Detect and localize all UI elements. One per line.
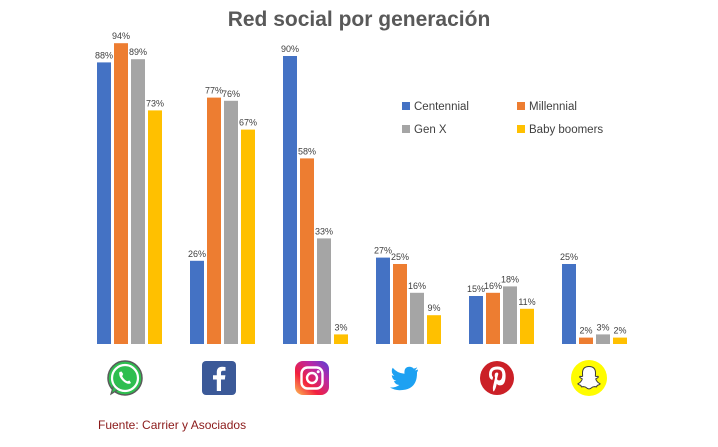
pinterest-icon [477, 358, 517, 398]
legend-label: Centennial [414, 101, 469, 113]
bar-twitter-centennial [376, 257, 390, 344]
source-note: Fuente: Carrier y Asociados [98, 418, 247, 432]
facebook-icon [199, 358, 239, 398]
legend-label: Baby boomers [529, 124, 603, 136]
data-label: 33% [315, 226, 333, 236]
bar-instagram-millennial [300, 158, 314, 344]
bar-facebook-centennial [190, 260, 204, 344]
data-label: 3% [334, 322, 347, 332]
data-label: 67% [239, 118, 257, 128]
snapchat-icon [569, 358, 609, 398]
chart-title: Red social por generación [227, 8, 491, 31]
bars-group [97, 43, 627, 345]
twitter-icon [384, 358, 424, 398]
data-labels-group: 88%94%89%73%26%77%76%67%90%58%33%3%27%25… [95, 31, 627, 335]
bar-facebook-baby-boomers [241, 129, 255, 344]
data-label: 9% [427, 303, 440, 313]
data-label: 15% [467, 284, 485, 294]
data-label: 16% [408, 281, 426, 291]
legend-label: Millennial [529, 101, 577, 113]
bar-snapchat-baby-boomers [613, 337, 627, 344]
bar-instagram-centennial [283, 56, 297, 344]
legend-swatch [402, 102, 410, 110]
data-label: 77% [205, 86, 223, 96]
data-label: 18% [501, 274, 519, 284]
bar-snapchat-gen-x [596, 334, 610, 344]
bar-instagram-gen-x [317, 238, 331, 344]
data-label: 25% [560, 252, 578, 262]
bar-pinterest-baby-boomers [520, 308, 534, 344]
bar-facebook-gen-x [224, 100, 238, 344]
data-label: 76% [222, 89, 240, 99]
data-label: 73% [146, 98, 164, 108]
legend: Centennial Millennial Gen X Baby boomers [402, 101, 603, 136]
bar-pinterest-gen-x [503, 286, 517, 344]
data-label: 27% [374, 246, 392, 256]
data-label: 3% [596, 322, 609, 332]
data-label: 26% [188, 249, 206, 259]
bar-twitter-millennial [393, 264, 407, 344]
bar-instagram-baby-boomers [334, 334, 348, 344]
bar-pinterest-centennial [469, 296, 483, 344]
data-label: 2% [579, 326, 592, 336]
legend-swatch [517, 102, 525, 110]
data-label: 94% [112, 31, 130, 41]
instagram-icon [292, 358, 332, 398]
bar-whatsapp-centennial [97, 62, 111, 345]
data-label: 89% [129, 47, 147, 57]
legend-label: Gen X [414, 124, 447, 136]
bar-facebook-millennial [207, 97, 221, 344]
bar-whatsapp-gen-x [131, 59, 145, 344]
bar-pinterest-millennial [486, 292, 500, 344]
data-label: 90% [281, 44, 299, 54]
legend-swatch [402, 125, 410, 133]
data-label: 11% [518, 297, 535, 307]
data-label: 2% [613, 326, 626, 336]
bar-twitter-baby-boomers [427, 315, 441, 344]
data-label: 58% [298, 146, 316, 156]
legend-swatch [517, 125, 525, 133]
bar-whatsapp-millennial [114, 43, 128, 344]
bar-snapchat-millennial [579, 337, 593, 344]
bar-snapchat-centennial [562, 264, 576, 344]
bar-whatsapp-baby-boomers [148, 110, 162, 345]
data-label: 25% [391, 252, 409, 262]
bar-twitter-gen-x [410, 292, 424, 344]
data-label: 16% [484, 281, 502, 291]
whatsapp-icon [105, 358, 145, 398]
data-label: 88% [95, 50, 113, 60]
